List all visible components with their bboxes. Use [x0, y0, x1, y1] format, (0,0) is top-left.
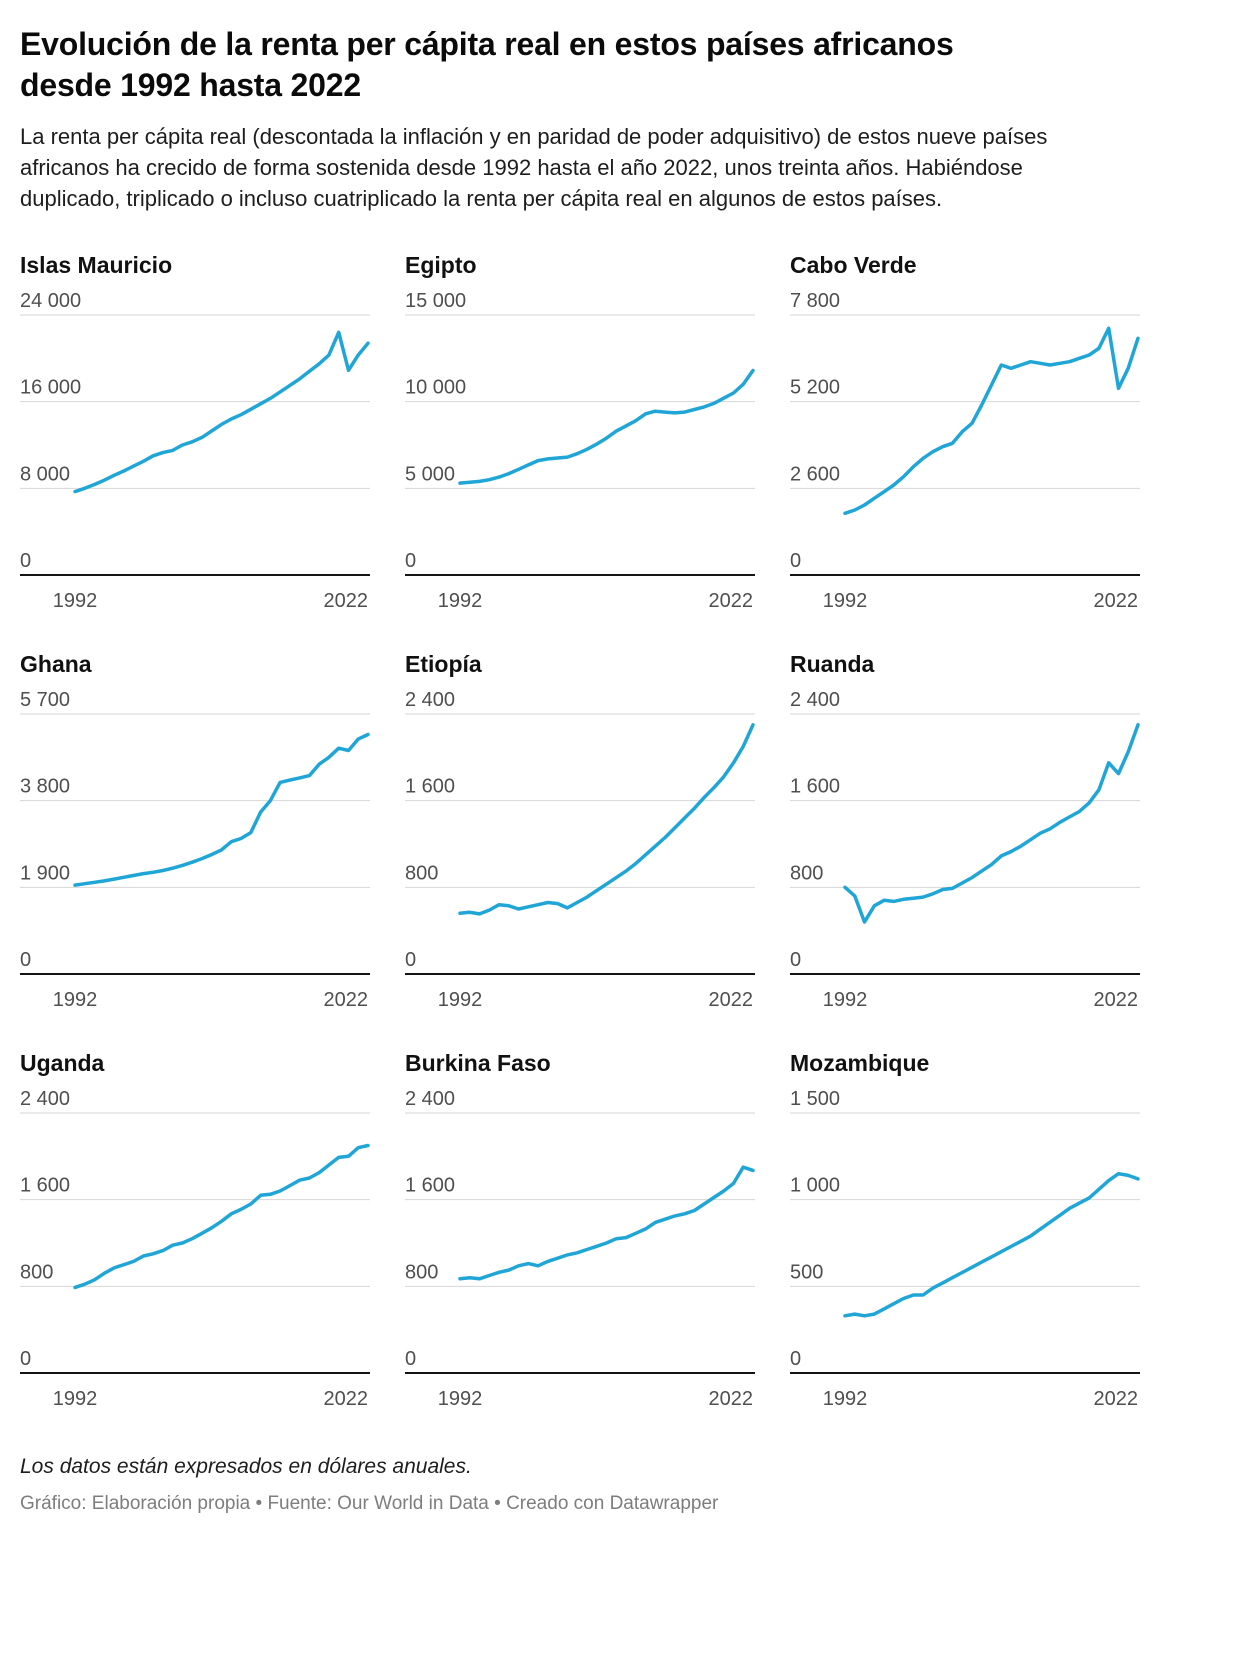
y-tick-label: 800 [405, 863, 438, 885]
y-tick-label: 1 000 [790, 1175, 840, 1197]
x-tick-label-start: 1992 [53, 989, 98, 1011]
line-chart: 0 800 1 600 2 400 1992 2022 [20, 1088, 370, 1410]
chart-title: Cabo Verde [790, 252, 917, 279]
x-tick-label-start: 1992 [823, 1388, 868, 1410]
x-tick-label-start: 1992 [823, 989, 868, 1011]
chart-card: Evolución de la renta per cápita real en… [20, 26, 1160, 1515]
chart-title: Uganda [20, 1050, 105, 1077]
x-tick-label-end: 2022 [709, 1388, 754, 1410]
y-tick-label: 500 [790, 1262, 823, 1284]
y-tick-label: 2 600 [790, 464, 840, 486]
x-tick-label-end: 2022 [1094, 590, 1139, 612]
y-tick-label: 800 [20, 1262, 53, 1284]
y-tick-label: 2 400 [405, 1088, 455, 1110]
x-tick-label-start: 1992 [53, 590, 98, 612]
chart-panel-ruanda: Ruanda 0 800 1 600 2 400 1992 2022 [790, 651, 1140, 1014]
x-tick-label-start: 1992 [438, 989, 483, 1011]
y-tick-label: 1 500 [790, 1088, 840, 1110]
data-line [73, 330, 370, 494]
y-tick-label: 800 [790, 863, 823, 885]
line-chart: 0 500 1 000 1 500 1992 2022 [790, 1088, 1140, 1410]
data-line [458, 1165, 755, 1281]
y-tick-label: 5 000 [405, 464, 455, 486]
footer-note: Los datos están expresados en dólares an… [20, 1455, 472, 1479]
y-tick-label: 16 000 [20, 377, 81, 399]
y-tick-label: 7 800 [790, 290, 840, 312]
x-tick-label-start: 1992 [53, 1388, 98, 1410]
footer-credits: Gráfico: Elaboración propia • Fuente: Ou… [20, 1493, 719, 1515]
data-line [843, 1172, 1140, 1318]
x-tick-label-start: 1992 [438, 590, 483, 612]
y-tick-label: 0 [20, 949, 31, 971]
y-tick-label: 0 [405, 550, 416, 572]
x-tick-label-start: 1992 [438, 1388, 483, 1410]
chart-panel-islas-mauricio: Islas Mauricio 0 8 000 16 000 24 000 1992 2022 [20, 252, 370, 615]
chart-title: Ruanda [790, 651, 875, 678]
line-chart: 0 1 900 3 800 5 700 1992 2022 [20, 689, 370, 1011]
chart-title: Ghana [20, 651, 92, 678]
y-tick-label: 1 600 [405, 1175, 455, 1197]
x-tick-label-end: 2022 [709, 989, 754, 1011]
y-tick-label: 1 600 [20, 1175, 70, 1197]
y-tick-label: 0 [790, 550, 801, 572]
y-tick-label: 1 600 [405, 776, 455, 798]
data-line [73, 733, 370, 888]
line-chart: 0 2 600 5 200 7 800 1992 2022 [790, 290, 1140, 612]
chart-title: Egipto [405, 252, 477, 279]
line-chart: 0 800 1 600 2 400 1992 2022 [405, 689, 755, 1011]
y-tick-label: 24 000 [20, 290, 81, 312]
y-tick-label: 1 900 [20, 863, 70, 885]
chart-title: Islas Mauricio [20, 252, 173, 279]
y-tick-label: 15 000 [405, 290, 466, 312]
x-tick-label-end: 2022 [1094, 1388, 1139, 1410]
chart-panel-etiopía: Etiopía 0 800 1 600 2 400 1992 2022 [405, 651, 755, 1014]
data-line [843, 723, 1140, 925]
y-tick-label: 8 000 [20, 464, 70, 486]
chart-panel-mozambique: Mozambique 0 500 1 000 1 500 1992 2022 [790, 1050, 1140, 1413]
y-tick-label: 2 400 [405, 689, 455, 711]
x-tick-label-start: 1992 [823, 590, 868, 612]
x-tick-label-end: 2022 [324, 1388, 369, 1410]
x-tick-label-end: 2022 [324, 989, 369, 1011]
line-chart: 0 800 1 600 2 400 1992 2022 [405, 1088, 755, 1410]
chart-title: Etiopía [405, 651, 482, 678]
line-chart: 0 800 1 600 2 400 1992 2022 [790, 689, 1140, 1011]
y-tick-label: 0 [405, 949, 416, 971]
chart-description: La renta per cápita real (descontada la … [20, 123, 1048, 211]
y-tick-label: 800 [405, 1262, 438, 1284]
data-line [843, 326, 1140, 516]
y-tick-label: 0 [20, 550, 31, 572]
y-tick-label: 0 [790, 1348, 801, 1370]
x-tick-label-end: 2022 [1094, 989, 1139, 1011]
chart-title: Burkina Faso [405, 1050, 551, 1077]
chart-panel-egipto: Egipto 0 5 000 10 000 15 000 1992 2022 [405, 252, 755, 615]
chart-panel-burkina-faso: Burkina Faso 0 800 1 600 2 400 1992 2022 [405, 1050, 755, 1413]
line-chart: 0 8 000 16 000 24 000 1992 2022 [20, 290, 370, 612]
x-tick-label-end: 2022 [324, 590, 369, 612]
line-chart: 0 5 000 10 000 15 000 1992 2022 [405, 290, 755, 612]
chart-panel-uganda: Uganda 0 800 1 600 2 400 1992 2022 [20, 1050, 370, 1413]
charts-grid: Islas Mauricio 0 8 000 16 000 24 000 1992 2022… [20, 252, 1160, 1413]
chart-title: Mozambique [790, 1050, 930, 1077]
x-tick-label-end: 2022 [709, 590, 754, 612]
chart-footer: Los datos están expresados en dólares an… [20, 1455, 1160, 1515]
chart-panel-ghana: Ghana 0 1 900 3 800 5 700 1992 2022 [20, 651, 370, 1014]
y-tick-label: 2 400 [20, 1088, 70, 1110]
y-tick-label: 0 [20, 1348, 31, 1370]
y-tick-label: 2 400 [790, 689, 840, 711]
y-tick-label: 3 800 [20, 776, 70, 798]
y-tick-label: 0 [790, 949, 801, 971]
page-title: Evolución de la renta per cápita real en… [20, 26, 954, 103]
y-tick-label: 5 200 [790, 377, 840, 399]
data-line [73, 1144, 370, 1290]
chart-panel-cabo-verde: Cabo Verde 0 2 600 5 200 7 800 1992 2022 [790, 252, 1140, 615]
y-tick-label: 0 [405, 1348, 416, 1370]
data-line [458, 369, 755, 486]
y-tick-label: 1 600 [790, 776, 840, 798]
y-tick-label: 5 700 [20, 689, 70, 711]
data-line [458, 723, 755, 916]
y-tick-label: 10 000 [405, 377, 466, 399]
